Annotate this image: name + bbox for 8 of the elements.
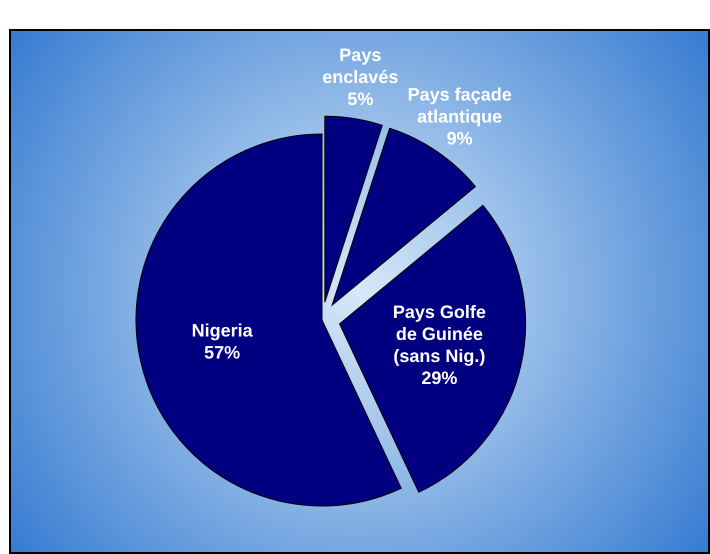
data-label: 5% [347,89,374,110]
data-label: 29% [421,368,458,388]
slice-label: Pays façade atlantique [408,84,512,126]
data-label: 9% [446,128,473,148]
slice-label: Pays enclavés [322,45,398,88]
slice-label: Nigeria [192,320,254,340]
data-label: 57% [204,342,240,362]
slice-label: Pays Golfe de Guinée (sans Nig.) [392,302,486,366]
